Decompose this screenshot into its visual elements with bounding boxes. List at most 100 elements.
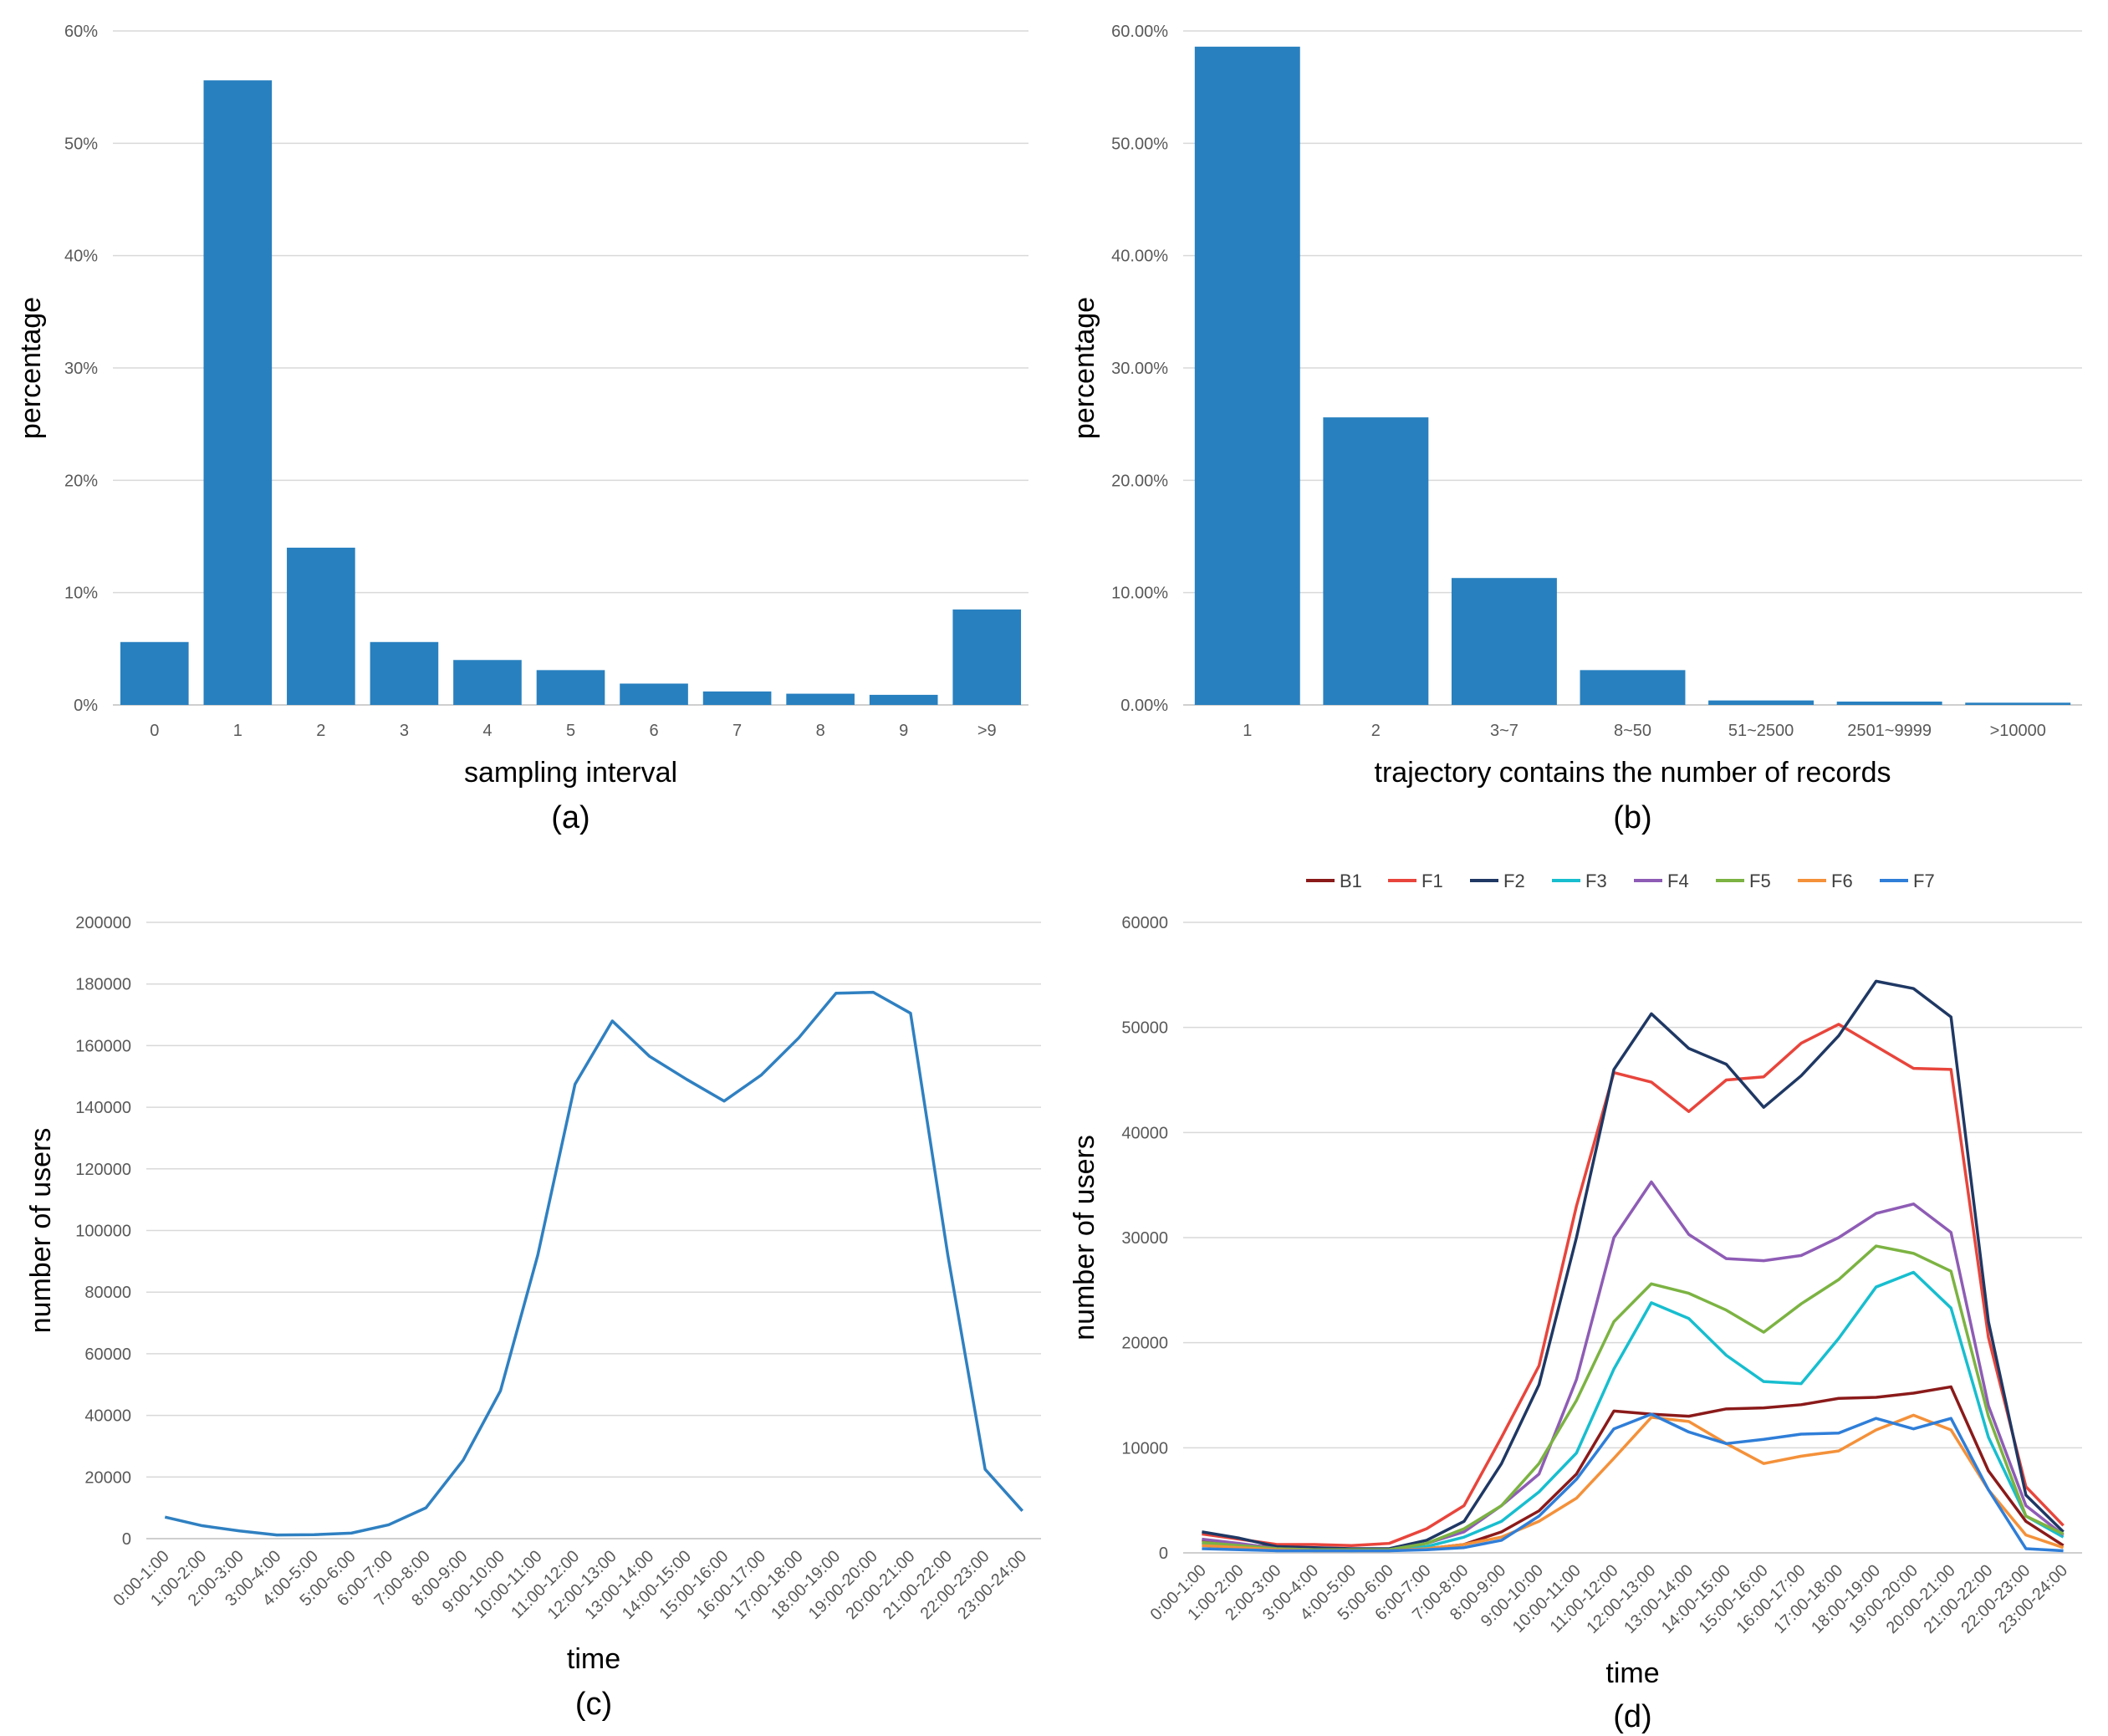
x-tick-label: 4 [482,722,492,740]
y-tick-label: 50.00% [1111,135,1168,153]
bar [1323,417,1429,705]
y-tick-label: 40.00% [1111,248,1168,266]
x-tick-label: 8 [816,722,825,740]
panel-caption: (d) [1613,1699,1651,1734]
x-tick-label: 1 [1243,722,1252,740]
y-tick-label: 30% [64,360,98,378]
y-tick-label: 10% [64,585,98,603]
legend: B1 F1 F2 F3 F4 F5 F6 F7 [1306,871,1935,891]
y-tick-label: 80000 [84,1284,131,1302]
chart-a: 0% 10% 20% 30% 40% 50% 60% 0 1 2 3 4 5 6 7 8 9 >9 percenta… [15,23,1028,835]
y-tick-label: 50000 [1121,1019,1168,1038]
bar [1194,46,1300,706]
bar [287,547,355,705]
y-tick-label: 10.00% [1111,585,1168,603]
bar [952,609,1022,705]
y-tick-label: 40000 [1121,1124,1168,1142]
x-axis-label: time [1605,1657,1659,1689]
bar [536,670,605,705]
x-tick-label: 3~7 [1490,722,1518,740]
bar [702,691,772,705]
legend-entry: F7 [1913,871,1935,891]
x-tick-label: 2501~9999 [1847,722,1932,740]
series-line-users [164,990,1024,1537]
bar [620,683,688,705]
y-tick-label: 180000 [75,976,131,994]
x-tick-label: 2 [316,722,325,740]
x-tick-label: 5 [566,722,575,740]
y-tick-label: 10000 [1121,1439,1168,1458]
y-axis-label: number of users [1069,1135,1100,1340]
y-tick-label: 0 [122,1530,131,1549]
legend-entry: F5 [1749,871,1771,891]
y-axis-label: percentage [1069,297,1100,439]
x-tick-label: 1 [233,722,242,740]
y-tick-label: 20.00% [1111,472,1168,490]
bar [1580,670,1686,705]
bar [203,80,273,705]
y-tick-label: 200000 [75,914,131,932]
y-axis-label: percentage [15,297,47,439]
x-tick-label: 3 [400,722,409,740]
y-tick-label: 0% [74,697,98,715]
panel-caption: (a) [551,800,590,835]
y-tick-label: 140000 [75,1099,131,1117]
bar [869,694,938,705]
x-axis-label: sampling interval [464,757,677,789]
x-tick-label: >9 [977,722,997,740]
y-tick-label: 30000 [1121,1229,1168,1248]
x-tick-label: 9 [899,722,908,740]
series-line-f2 [1202,979,2065,1550]
bar [786,693,855,705]
legend-entry: F3 [1585,871,1607,891]
series-line-f1 [1202,1023,2065,1547]
x-axis-label: trajectory contains the number of record… [1375,757,1891,789]
legend-entry: F4 [1667,871,1689,891]
panel-caption: (c) [575,1687,612,1722]
bar [1965,702,2071,705]
bar [453,660,522,705]
y-tick-label: 0 [1159,1545,1168,1563]
chart-c: 0 20000 40000 60000 80000 100000 120000 140000 1… [25,914,1041,1722]
y-tick-label: 100000 [75,1223,131,1241]
series-line-b1 [1202,1385,2065,1551]
y-tick-label: 60.00% [1111,23,1168,41]
y-tick-label: 60% [64,23,98,41]
chart-d: 01000020000300004000050000600000:00-1:00… [1069,871,2082,1734]
y-tick-label: 40000 [84,1407,131,1426]
y-tick-label: 60000 [1121,914,1168,932]
bar [120,641,189,705]
x-tick-label: 0 [150,722,159,740]
x-tick-label: >10000 [1990,722,2046,740]
y-tick-label: 160000 [75,1037,131,1055]
bar [1836,701,1942,705]
panel-caption: (b) [1613,800,1651,835]
x-tick-label: 6 [649,722,658,740]
y-tick-label: 120000 [75,1161,131,1179]
y-tick-label: 50% [64,135,98,153]
bar [1451,578,1557,705]
chart-b: 0.00% 10.00% 20.00% 30.00% 40.00% 50.00% 60.00… [1069,23,2082,835]
legend-entry: F1 [1421,871,1443,891]
legend-entry: F6 [1831,871,1853,891]
y-tick-label: 30.00% [1111,360,1168,378]
x-tick-label: 8~50 [1614,722,1651,740]
legend-entry: B1 [1340,871,1362,891]
y-tick-label: 40% [64,248,98,266]
y-tick-label: 60000 [84,1345,131,1364]
bar [1708,700,1815,705]
legend-entry: F2 [1503,871,1525,891]
x-tick-label: 51~2500 [1728,722,1794,740]
series-line-f7 [1202,1412,2064,1553]
x-tick-label: 2 [1371,722,1381,740]
y-axis-label: number of users [25,1128,57,1334]
y-tick-label: 0.00% [1120,697,1168,715]
x-tick-label: 7 [732,722,742,740]
bar [370,641,439,705]
y-tick-label: 20% [64,472,98,490]
y-tick-label: 20000 [1121,1335,1168,1353]
y-tick-label: 20000 [84,1468,131,1487]
x-axis-label: time [567,1643,620,1675]
series-line-f6 [1202,1413,2065,1553]
